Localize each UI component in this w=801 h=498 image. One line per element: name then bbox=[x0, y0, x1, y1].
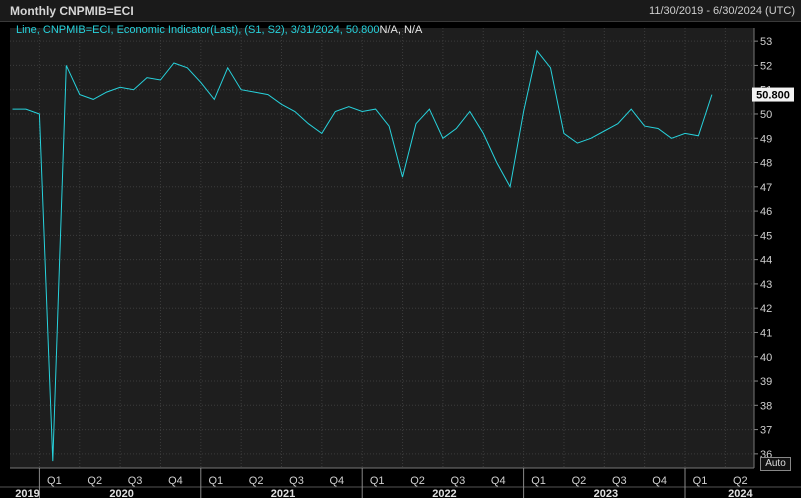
last-value-badge bbox=[752, 87, 794, 102]
y-tick-label: 49 bbox=[760, 133, 772, 145]
x-quarter-label: Q1 bbox=[693, 475, 708, 487]
series-line bbox=[12, 49, 713, 462]
x-quarter-label: Q1 bbox=[370, 475, 385, 487]
x-quarter-label: Q2 bbox=[733, 475, 748, 487]
y-tick-label: 40 bbox=[760, 352, 772, 364]
x-quarter-label: Q4 bbox=[168, 475, 183, 487]
x-quarter-label: Q3 bbox=[612, 475, 627, 487]
y-tick-label: 38 bbox=[760, 400, 772, 412]
y-tick-label: 41 bbox=[760, 327, 772, 339]
plot-area bbox=[10, 28, 754, 468]
x-quarter-label: Q3 bbox=[289, 475, 304, 487]
x-year-label: 2024 bbox=[728, 488, 753, 498]
legend-tail: N/A, N/A bbox=[379, 24, 423, 36]
auto-scale-button[interactable]: Auto bbox=[760, 457, 791, 471]
series-legend: Line, CNPMIB=ECI, Economic Indicator(Las… bbox=[16, 24, 422, 36]
x-year-label: 2019 bbox=[15, 488, 39, 498]
x-quarter-label: Q1 bbox=[531, 475, 546, 487]
x-year-label: 2020 bbox=[109, 488, 133, 498]
date-range-label: 11/30/2019 - 6/30/2024 (UTC) bbox=[649, 5, 795, 17]
y-tick-label: 48 bbox=[760, 158, 772, 170]
x-quarter-label: Q2 bbox=[249, 475, 264, 487]
x-year-label: 2022 bbox=[432, 488, 456, 498]
last-value-label: 50.800 bbox=[756, 90, 790, 102]
chart-title-bar: Monthly CNPMIB=ECI 11/30/2019 - 6/30/202… bbox=[0, 0, 801, 22]
y-tick-label: 42 bbox=[760, 303, 772, 315]
y-tick-label: 47 bbox=[760, 182, 772, 194]
line-chart: 363738394041424344454647484950515253Q1Q2… bbox=[0, 28, 801, 498]
x-quarter-label: Q1 bbox=[208, 475, 223, 487]
y-tick-label: 53 bbox=[760, 36, 772, 48]
x-year-label: 2021 bbox=[271, 488, 295, 498]
x-quarter-label: Q2 bbox=[87, 475, 102, 487]
y-tick-label: 50 bbox=[760, 109, 772, 121]
y-tick-label: 39 bbox=[760, 376, 772, 388]
x-quarter-label: Q4 bbox=[330, 475, 345, 487]
x-quarter-label: Q2 bbox=[572, 475, 587, 487]
y-tick-label: 43 bbox=[760, 279, 772, 291]
x-year-label: 2023 bbox=[594, 488, 618, 498]
legend-text: Line, CNPMIB=ECI, Economic Indicator(Las… bbox=[16, 24, 380, 36]
x-quarter-label: Q3 bbox=[128, 475, 143, 487]
y-tick-label: 46 bbox=[760, 206, 772, 218]
chart-title: Monthly CNPMIB=ECI bbox=[10, 4, 134, 18]
y-tick-label: 44 bbox=[760, 255, 772, 267]
x-quarter-label: Q1 bbox=[47, 475, 62, 487]
y-tick-label: 45 bbox=[760, 230, 772, 242]
y-tick-label: 52 bbox=[760, 60, 772, 72]
x-quarter-label: Q4 bbox=[491, 475, 506, 487]
y-tick-label: 37 bbox=[760, 425, 772, 437]
x-quarter-label: Q3 bbox=[451, 475, 466, 487]
x-quarter-label: Q4 bbox=[652, 475, 667, 487]
x-quarter-label: Q2 bbox=[410, 475, 425, 487]
